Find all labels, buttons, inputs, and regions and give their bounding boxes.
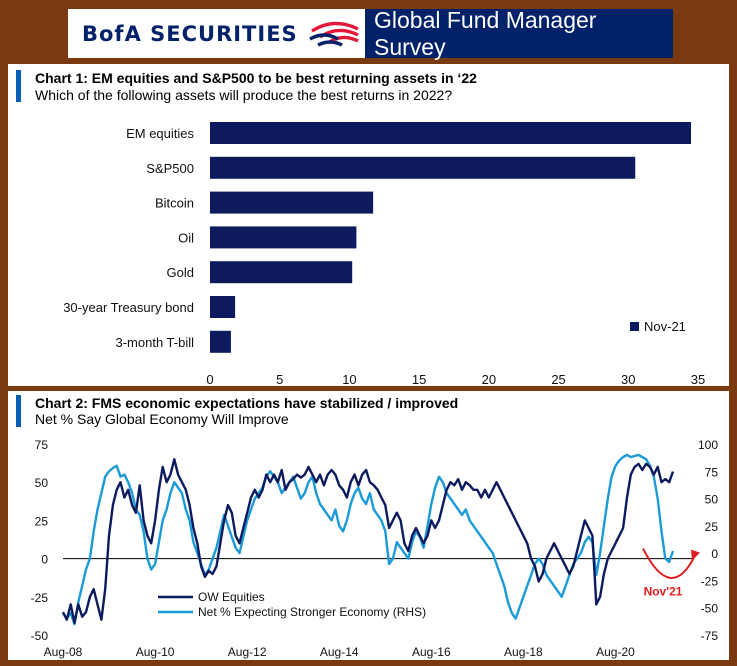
series-line bbox=[61, 458, 675, 624]
bar-category-label: 3-month T-bill bbox=[115, 335, 194, 350]
y-left-tick-label: 25 bbox=[35, 514, 49, 528]
x-tick-label: 10 bbox=[342, 372, 356, 386]
bar-category-label: 30-year Treasury bond bbox=[63, 300, 194, 315]
y-left-tick-label: -50 bbox=[31, 629, 49, 643]
header-banner: BofA SECURITIES Global Fund Manager Surv… bbox=[68, 7, 673, 60]
legend-label: OW Equities bbox=[198, 590, 265, 604]
x-tick-label: Aug-18 bbox=[504, 645, 543, 659]
x-tick-label: 35 bbox=[691, 372, 705, 386]
bar-category-label: S&P500 bbox=[146, 161, 194, 176]
y-right-tick-label: 75 bbox=[705, 465, 719, 479]
x-tick-label: Aug-20 bbox=[596, 645, 635, 659]
chart1-subtitle: Which of the following assets will produ… bbox=[35, 87, 453, 103]
chart1-accent-bar bbox=[16, 70, 21, 102]
chart1-plot: EM equities S&P500 Bitcoin Oil Gold 30-year T… bbox=[63, 122, 705, 386]
y-left-tick-label: -25 bbox=[31, 591, 49, 605]
chart1-title: Chart 1: EM equities and S&P500 to be be… bbox=[35, 70, 477, 86]
x-tick-label: Aug-08 bbox=[44, 645, 83, 659]
bar bbox=[210, 330, 231, 353]
y-left-tick-label: 0 bbox=[41, 553, 48, 567]
x-tick-label: Aug-16 bbox=[412, 645, 451, 659]
annotation-label: Nov'21 bbox=[644, 585, 683, 599]
annotation-arc bbox=[642, 548, 696, 579]
x-tick-label: Aug-12 bbox=[228, 645, 267, 659]
chart2-plot: 75 50 25 0 -25 -50 100 75 50 25 0 -25 -50 -75 Aug-08 Au… bbox=[31, 438, 719, 659]
y-left-tick-label: 75 bbox=[35, 438, 49, 452]
y-right-tick-label: 25 bbox=[705, 520, 719, 534]
brand-logo: BofA SECURITIES bbox=[68, 9, 365, 58]
x-tick-label: 5 bbox=[276, 372, 283, 386]
legend-swatch bbox=[630, 322, 639, 331]
y-right-tick-label: 0 bbox=[711, 547, 718, 561]
legend-label: Net % Expecting Stronger Economy (RHS) bbox=[198, 605, 426, 619]
x-tick-label: Aug-14 bbox=[320, 645, 359, 659]
series-line bbox=[62, 453, 675, 626]
bar-category-label: Oil bbox=[178, 230, 194, 245]
chart2-subtitle: Net % Say Global Economy Will Improve bbox=[35, 411, 289, 427]
y-left-tick-label: 50 bbox=[35, 476, 49, 490]
y-right-tick-label: 50 bbox=[705, 493, 719, 507]
brand-name: BofA SECURITIES bbox=[82, 21, 298, 46]
bofa-flag-icon bbox=[308, 21, 359, 47]
y-right-tick-label: -75 bbox=[701, 629, 719, 643]
bar-category-label: Gold bbox=[167, 265, 194, 280]
annotation-arrowhead bbox=[691, 549, 700, 561]
y-right-tick-label: -50 bbox=[701, 602, 719, 616]
y-right-tick-label: 100 bbox=[698, 438, 718, 452]
survey-title: Global Fund Manager Survey bbox=[365, 7, 673, 60]
chart2-title: Chart 2: FMS economic expectations have … bbox=[35, 395, 459, 411]
bar bbox=[210, 226, 357, 249]
y-right-tick-label: -25 bbox=[701, 574, 719, 588]
x-tick-label: 15 bbox=[412, 372, 426, 386]
bar bbox=[210, 122, 692, 144]
bar-category-label: Bitcoin bbox=[155, 196, 194, 211]
chart2-accent-bar bbox=[16, 395, 21, 427]
x-tick-label: 25 bbox=[551, 372, 565, 386]
chart1-panel: Chart 1: EM equities and S&P500 to be be… bbox=[8, 64, 729, 386]
bar-category-label: EM equities bbox=[126, 126, 194, 141]
bar bbox=[210, 156, 636, 179]
x-tick-label: 0 bbox=[206, 372, 213, 386]
x-tick-label: Aug-10 bbox=[136, 645, 175, 659]
bar bbox=[210, 261, 353, 284]
bar bbox=[210, 296, 236, 318]
x-tick-label: 30 bbox=[621, 372, 635, 386]
x-tick-label: 20 bbox=[482, 372, 496, 386]
legend-label: Nov-21 bbox=[644, 319, 686, 334]
chart2-panel: Chart 2: FMS economic expectations have … bbox=[8, 391, 729, 660]
bar bbox=[210, 191, 374, 214]
